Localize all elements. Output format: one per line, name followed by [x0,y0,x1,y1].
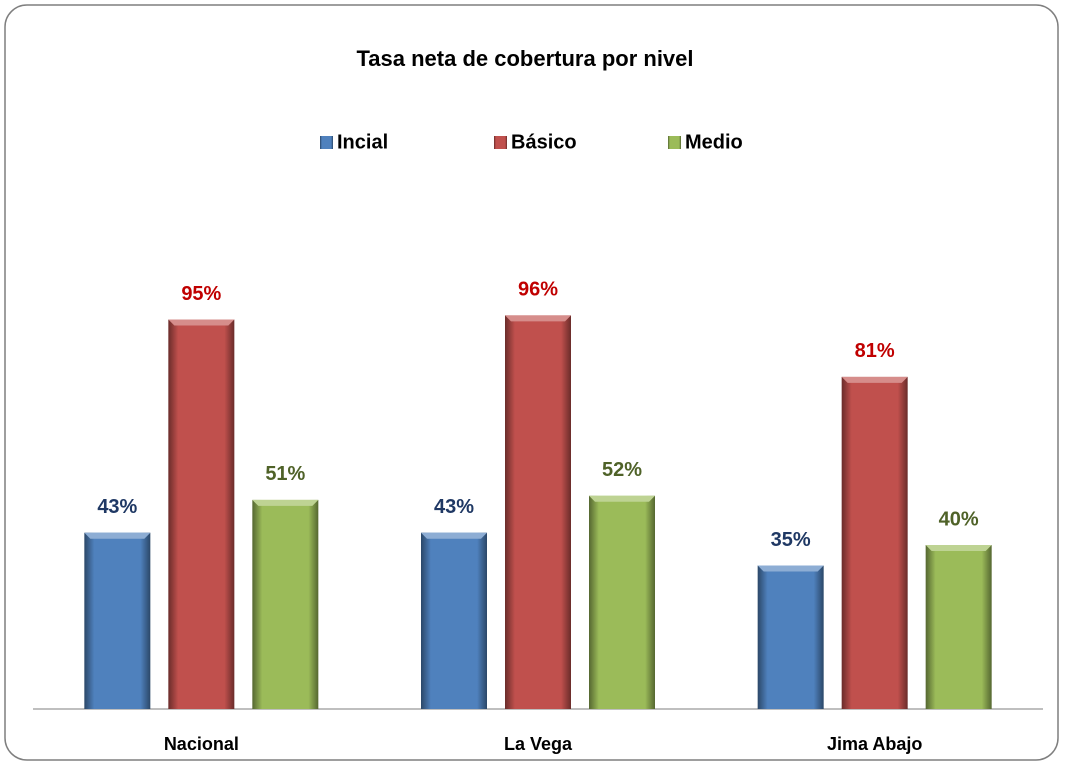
bar-bevel [421,532,487,539]
bar [168,319,235,709]
bar [925,545,992,709]
bar [84,532,151,709]
data-label: 81% [855,340,895,362]
bar-bevel [757,565,824,572]
data-label: 95% [181,283,221,305]
bar [505,315,571,709]
legend-label: Incial [337,131,388,153]
x-tick-label: Nacional [164,734,239,754]
legend-swatch [668,136,681,149]
data-label: 51% [265,463,305,485]
data-label: 43% [97,496,137,518]
bar [252,499,319,709]
data-label: 43% [434,496,474,518]
legend-swatch [320,136,333,149]
legend-label: Básico [511,131,577,153]
bar [589,495,655,709]
data-label: 40% [939,508,979,530]
chart-title: Tasa neta de cobertura por nivel [356,46,693,71]
bar-bevel [84,532,151,539]
bar-bevel [505,315,571,322]
bar [421,532,487,709]
bar-bevel [252,499,319,506]
bar-bevel [589,495,655,502]
data-label: 96% [518,279,558,301]
bar [841,376,908,709]
legend-label: Medio [685,131,743,153]
bar [757,565,824,709]
legend-swatch [494,136,507,149]
data-label: 35% [771,529,811,551]
bar-bevel [168,319,235,326]
x-tick-label: La Vega [504,734,573,754]
x-tick-label: Jima Abajo [827,734,922,754]
bar-bevel [925,545,992,551]
data-label: 52% [602,459,642,481]
bar-bevel [841,376,908,383]
